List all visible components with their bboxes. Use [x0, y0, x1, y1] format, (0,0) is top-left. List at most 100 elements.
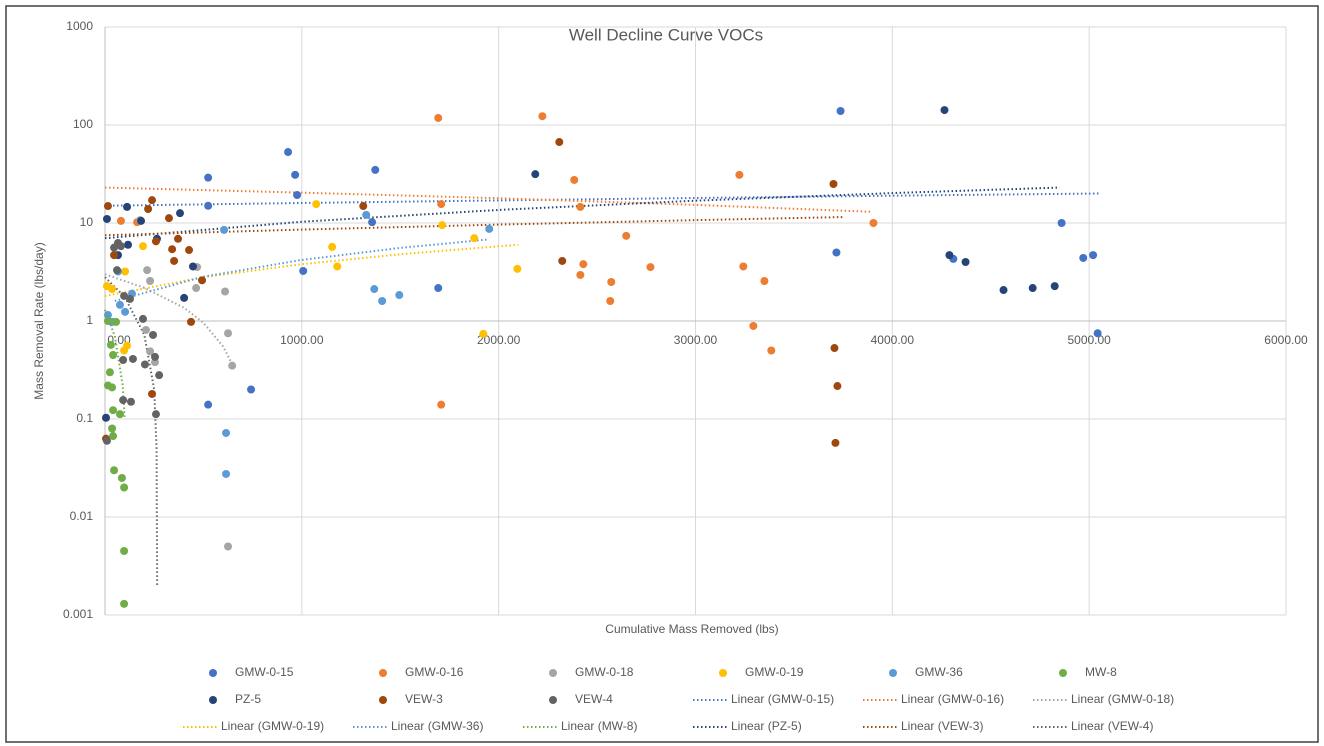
data-point — [120, 346, 129, 355]
data-point — [735, 170, 744, 179]
x-tick-label: 6000.00 — [1264, 333, 1308, 347]
data-point — [146, 276, 155, 285]
data-point — [108, 383, 117, 392]
data-point — [945, 251, 954, 260]
data-point — [371, 165, 380, 174]
data-point — [128, 354, 137, 363]
data-point — [1050, 282, 1059, 291]
data-point — [204, 400, 213, 409]
data-point — [119, 355, 128, 364]
data-point — [832, 248, 841, 257]
data-point — [151, 237, 160, 246]
data-point — [607, 278, 616, 287]
data-point — [570, 175, 579, 184]
x-tick-label: 3000.00 — [674, 333, 718, 347]
data-point — [126, 397, 135, 406]
data-point — [291, 170, 300, 179]
data-point — [961, 257, 970, 266]
data-point — [138, 314, 147, 323]
data-point — [103, 202, 112, 211]
legend-label: Linear (GMW-0-16) — [901, 692, 1004, 706]
legend-label: GMW-0-19 — [745, 665, 804, 679]
data-point — [622, 231, 631, 240]
trendline — [104, 192, 1100, 207]
x-tick-label: 2000.00 — [477, 333, 521, 347]
data-point — [180, 293, 189, 302]
legend-label: Linear (VEW-3) — [901, 719, 983, 733]
data-point — [1093, 329, 1102, 338]
data-point — [102, 436, 111, 445]
data-point — [117, 474, 126, 483]
data-point — [368, 218, 377, 227]
data-point — [362, 210, 371, 219]
data-point — [148, 196, 157, 205]
data-point — [437, 400, 446, 409]
y-tick-label: 0.01 — [70, 509, 94, 523]
data-point — [531, 170, 540, 179]
data-point — [579, 260, 588, 269]
data-point — [110, 251, 119, 260]
data-point — [198, 276, 207, 285]
data-point — [125, 294, 134, 303]
data-point — [224, 329, 233, 338]
data-point — [299, 266, 308, 275]
data-point — [187, 317, 196, 326]
legend-label: VEW-4 — [575, 692, 613, 706]
data-point — [831, 438, 840, 447]
data-point — [1089, 251, 1098, 260]
data-point — [576, 202, 585, 211]
data-point — [168, 245, 177, 254]
data-point — [116, 242, 125, 251]
data-point — [110, 466, 119, 475]
data-point — [606, 296, 615, 305]
data-point — [109, 432, 118, 441]
data-point — [185, 246, 194, 255]
data-point — [284, 148, 293, 157]
trendline — [104, 309, 126, 420]
data-point — [148, 389, 157, 398]
data-point — [121, 307, 130, 316]
data-point — [120, 599, 129, 608]
data-point — [222, 428, 231, 437]
data-point — [120, 483, 129, 492]
data-point — [359, 202, 368, 211]
y-tick-label: 1000 — [66, 19, 93, 33]
data-point — [101, 413, 110, 422]
legend-label: GMW-0-15 — [235, 665, 294, 679]
legend-marker — [549, 696, 557, 704]
legend-marker — [549, 669, 557, 677]
data-point — [830, 344, 839, 353]
legend-marker — [379, 696, 387, 704]
data-point — [115, 410, 124, 419]
legend-label: GMW-0-16 — [405, 665, 464, 679]
data-point — [164, 214, 173, 223]
data-point — [538, 112, 547, 121]
chart-frame — [5, 5, 1319, 743]
data-point — [112, 317, 121, 326]
data-point — [767, 346, 776, 355]
data-point — [434, 284, 443, 293]
legend-marker — [1059, 669, 1067, 677]
y-tick-label: 100 — [73, 117, 93, 131]
data-point — [121, 267, 130, 276]
data-point — [1028, 284, 1037, 293]
data-point — [175, 209, 184, 218]
data-point — [470, 234, 479, 243]
data-point — [204, 173, 213, 182]
data-point — [102, 214, 111, 223]
trendline — [114, 238, 489, 302]
legend-label: MW-8 — [1085, 665, 1117, 679]
data-point — [513, 264, 522, 273]
legend-label: Linear (GMW-0-18) — [1071, 692, 1174, 706]
trendline — [104, 276, 159, 586]
y-tick-label: 1 — [86, 313, 93, 327]
data-point — [1057, 219, 1066, 227]
data-point — [437, 200, 446, 209]
x-tick-label: 5000.00 — [1067, 333, 1111, 347]
x-axis-label: Cumulative Mass Removed (lbs) — [605, 622, 778, 636]
y-tick-label: 0.1 — [76, 411, 93, 425]
x-tick-label: 4000.00 — [871, 333, 915, 347]
legend-marker — [719, 669, 727, 677]
data-point — [138, 242, 147, 251]
